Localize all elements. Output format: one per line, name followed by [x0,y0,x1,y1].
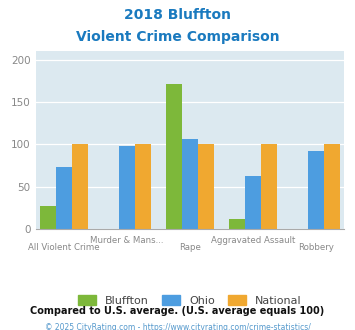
Bar [324,145,340,229]
Bar [261,145,277,229]
Bar [40,207,56,229]
Bar [166,84,182,229]
Text: 2018 Bluffton: 2018 Bluffton [124,8,231,22]
Text: Robbery: Robbery [298,243,334,252]
Text: Aggravated Assault: Aggravated Assault [211,236,295,245]
Bar [135,145,151,229]
Legend: Bluffton, Ohio, National: Bluffton, Ohio, National [74,290,306,310]
Bar [56,167,72,229]
Bar [245,176,261,229]
Bar [308,151,324,229]
Bar [119,146,135,229]
Text: Violent Crime Comparison: Violent Crime Comparison [76,30,279,44]
Text: Rape: Rape [179,243,201,252]
Text: Compared to U.S. average. (U.S. average equals 100): Compared to U.S. average. (U.S. average … [31,306,324,316]
Bar [182,139,198,229]
Bar [198,145,214,229]
Bar [72,145,87,229]
Text: All Violent Crime: All Violent Crime [28,243,100,252]
Bar [229,219,245,229]
Text: Murder & Mans...: Murder & Mans... [90,236,164,245]
Text: © 2025 CityRating.com - https://www.cityrating.com/crime-statistics/: © 2025 CityRating.com - https://www.city… [45,323,310,330]
